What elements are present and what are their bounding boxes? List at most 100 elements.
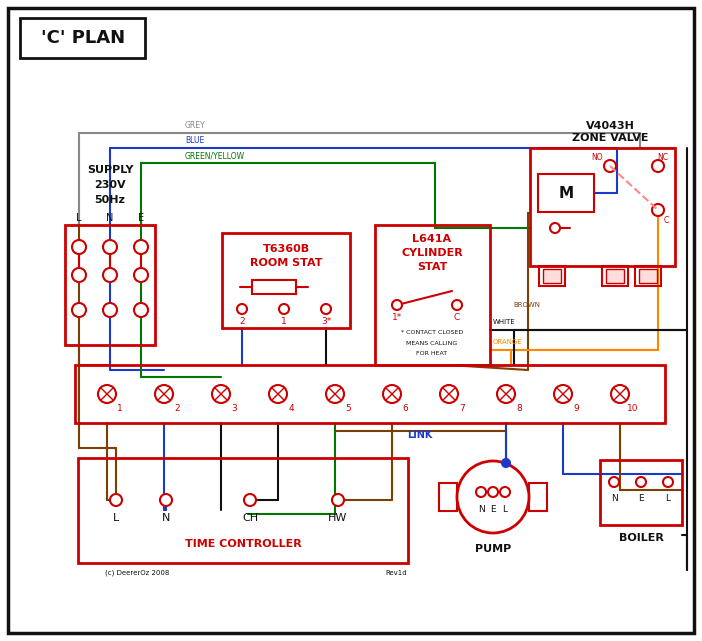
Text: 1*: 1* <box>392 313 402 322</box>
Text: 230V: 230V <box>94 180 126 190</box>
Circle shape <box>452 300 462 310</box>
Circle shape <box>103 240 117 254</box>
Text: L: L <box>665 494 670 503</box>
Bar <box>543 269 561 283</box>
Text: 3*: 3* <box>321 317 331 326</box>
Circle shape <box>326 385 344 403</box>
Text: Rev1d: Rev1d <box>385 570 406 576</box>
Bar <box>252 280 296 294</box>
Text: E: E <box>490 504 496 513</box>
Circle shape <box>652 160 664 172</box>
Bar <box>639 269 657 283</box>
Bar <box>530 148 675 266</box>
Circle shape <box>98 385 116 403</box>
Circle shape <box>663 477 673 487</box>
Circle shape <box>611 385 629 403</box>
Bar <box>375 225 490 365</box>
Text: ORANGE: ORANGE <box>493 339 522 345</box>
Text: BLUE: BLUE <box>185 136 204 145</box>
Text: N: N <box>162 513 170 523</box>
Text: N: N <box>611 494 617 503</box>
Text: C: C <box>663 215 668 224</box>
Text: N: N <box>106 213 114 223</box>
Text: 2: 2 <box>239 317 245 326</box>
Circle shape <box>497 385 515 403</box>
Text: 10: 10 <box>628 403 639 413</box>
Text: 1: 1 <box>281 317 287 326</box>
Circle shape <box>604 160 616 172</box>
Bar <box>439 483 457 511</box>
Bar <box>635 266 661 286</box>
Text: CYLINDER: CYLINDER <box>401 248 463 258</box>
Circle shape <box>502 459 510 467</box>
Circle shape <box>383 385 401 403</box>
Bar <box>78 458 408 563</box>
Text: C: C <box>454 313 460 322</box>
Text: 4: 4 <box>289 403 294 413</box>
Circle shape <box>554 385 572 403</box>
Circle shape <box>134 240 148 254</box>
Text: GREY: GREY <box>185 121 206 130</box>
Circle shape <box>392 300 402 310</box>
Text: CH: CH <box>242 513 258 523</box>
Circle shape <box>332 494 344 506</box>
Circle shape <box>72 240 86 254</box>
Circle shape <box>457 461 529 533</box>
Bar <box>602 266 628 286</box>
Circle shape <box>72 303 86 317</box>
Text: 9: 9 <box>573 403 579 413</box>
Circle shape <box>155 385 173 403</box>
Circle shape <box>244 494 256 506</box>
Circle shape <box>488 487 498 497</box>
Bar <box>75 365 665 423</box>
Text: 'C' PLAN: 'C' PLAN <box>41 29 125 47</box>
Circle shape <box>110 494 122 506</box>
Bar <box>600 460 682 525</box>
Circle shape <box>440 385 458 403</box>
Text: 2: 2 <box>174 403 180 413</box>
Bar <box>606 269 624 283</box>
Circle shape <box>636 477 646 487</box>
Bar <box>539 266 565 286</box>
Text: FOR HEAT: FOR HEAT <box>416 351 448 356</box>
Text: BROWN: BROWN <box>513 302 541 308</box>
Bar <box>538 174 594 212</box>
Bar <box>529 483 547 511</box>
Circle shape <box>160 494 172 506</box>
Text: * CONTACT CLOSED: * CONTACT CLOSED <box>401 329 463 335</box>
Text: L: L <box>113 513 119 523</box>
Text: NC: NC <box>658 153 668 162</box>
Text: TIME CONTROLLER: TIME CONTROLLER <box>185 539 301 549</box>
Text: 5: 5 <box>345 403 351 413</box>
Circle shape <box>652 204 664 216</box>
Text: (c) DeererOz 2008: (c) DeererOz 2008 <box>105 570 169 576</box>
Bar <box>20 18 145 58</box>
Text: V4043H: V4043H <box>585 121 635 131</box>
Text: WHITE: WHITE <box>493 319 516 325</box>
Text: PUMP: PUMP <box>475 544 511 554</box>
Circle shape <box>212 385 230 403</box>
Circle shape <box>103 303 117 317</box>
Text: SUPPLY: SUPPLY <box>87 165 133 175</box>
Text: LINK: LINK <box>407 430 432 440</box>
Text: BOILER: BOILER <box>618 533 663 543</box>
Text: MEANS CALLING: MEANS CALLING <box>406 340 458 345</box>
Text: L641A: L641A <box>413 234 451 244</box>
Circle shape <box>134 268 148 282</box>
Text: 7: 7 <box>459 403 465 413</box>
Text: GREEN/YELLOW: GREEN/YELLOW <box>185 151 245 160</box>
Circle shape <box>134 303 148 317</box>
Text: 6: 6 <box>402 403 408 413</box>
Circle shape <box>279 304 289 314</box>
Text: STAT: STAT <box>417 262 447 272</box>
Circle shape <box>237 304 247 314</box>
Text: NO: NO <box>591 153 603 162</box>
Text: 3: 3 <box>231 403 237 413</box>
Circle shape <box>476 487 486 497</box>
Circle shape <box>103 268 117 282</box>
Text: M: M <box>558 185 574 201</box>
Text: HW: HW <box>329 513 347 523</box>
Circle shape <box>72 268 86 282</box>
Text: E: E <box>138 213 144 223</box>
Text: T6360B: T6360B <box>263 244 310 254</box>
